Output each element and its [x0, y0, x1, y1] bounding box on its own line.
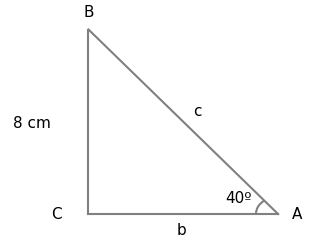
Text: 8 cm: 8 cm — [13, 116, 51, 130]
Text: C: C — [52, 207, 62, 221]
Text: b: b — [177, 223, 186, 237]
Text: c: c — [193, 105, 202, 119]
Text: 40º: 40º — [225, 191, 252, 205]
Text: A: A — [292, 207, 302, 221]
Text: B: B — [83, 5, 94, 20]
